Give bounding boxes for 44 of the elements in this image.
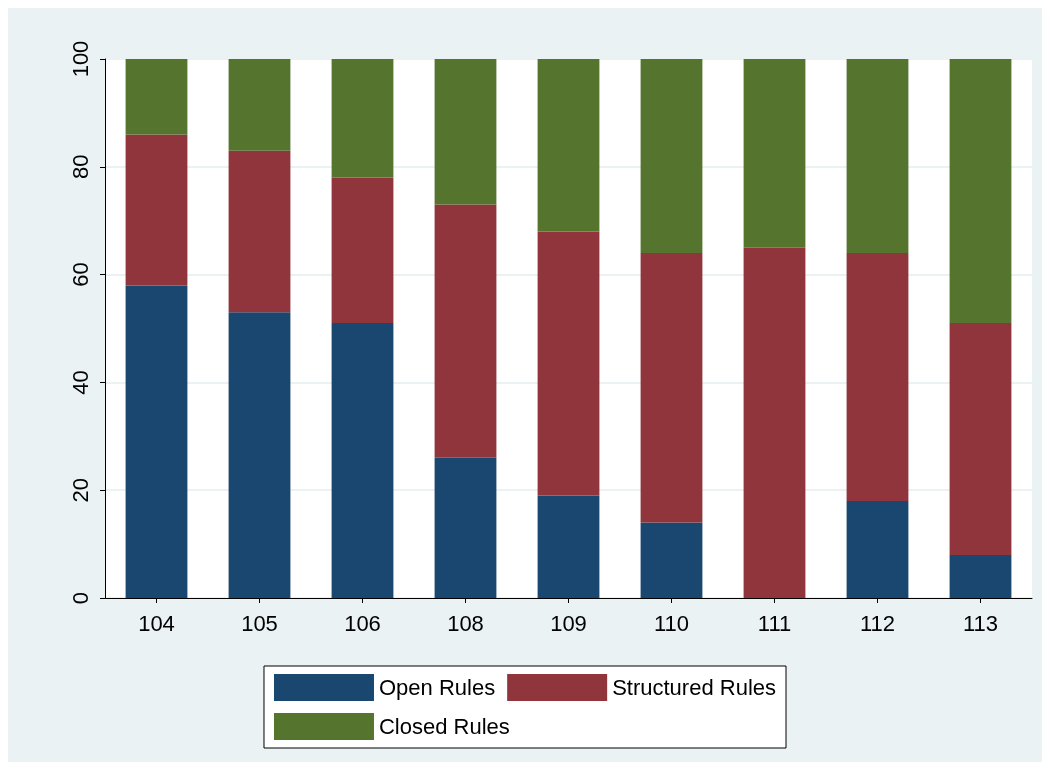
x-tick-label: 109 [550,610,587,636]
bar [949,554,1012,598]
x-tick-label: 104 [138,610,175,636]
bar [743,247,806,598]
bar [434,59,497,205]
x-tick-label: 113 [962,610,999,636]
x-tick-label: 105 [241,610,278,636]
y-tick-label: 60 [67,262,93,287]
bar [846,253,909,501]
bar [949,59,1012,324]
bar [846,59,909,254]
bar [331,177,394,324]
y-tick-label: 80 [67,154,93,180]
x-tick-label: 110 [653,610,690,636]
bar [640,522,703,598]
bar [125,134,188,286]
bar [743,59,806,248]
bar [537,59,600,232]
legend-label: Closed Rules [378,714,510,739]
bar [537,495,600,598]
bar [331,59,394,178]
x-tick-label: 111 [757,610,792,636]
y-tick-label: 20 [67,477,93,503]
y-tick-label: 40 [67,370,93,395]
y-tick-label: 0 [67,591,93,605]
bar [228,150,291,313]
bar [331,323,394,598]
y-tick-label: 100 [67,40,93,78]
legend-label: Structured Rules [612,675,777,700]
bar [125,59,188,135]
bar [640,59,703,254]
legend-label: Open Rules [378,675,496,700]
bar [434,457,497,598]
bar [537,231,600,496]
x-tick-label: 106 [344,610,381,636]
bar [228,312,291,598]
x-tick-label: 112 [859,610,896,636]
x-tick-label: 108 [447,610,484,636]
bar [640,253,703,523]
bar [434,204,497,458]
bar [846,500,909,598]
bar [125,285,188,598]
bar [228,59,291,151]
bar [949,323,1012,555]
